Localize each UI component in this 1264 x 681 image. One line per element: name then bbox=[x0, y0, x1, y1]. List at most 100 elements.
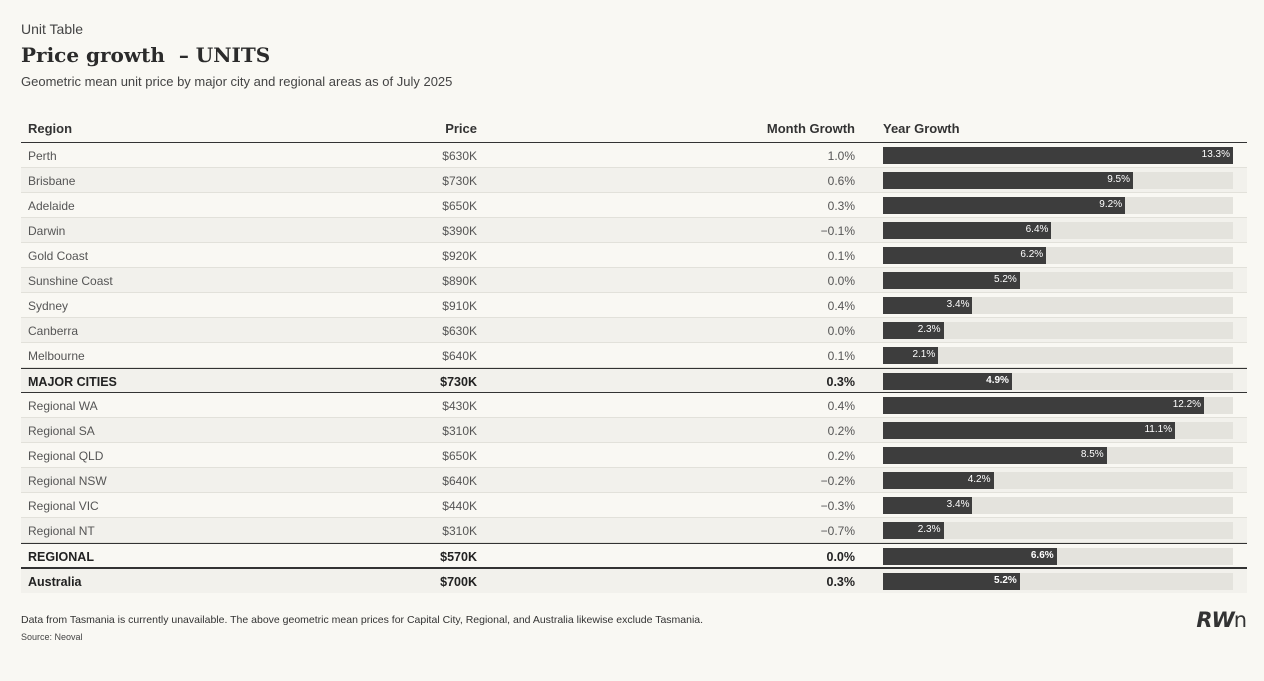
year-growth-bar-track: 2.1% bbox=[883, 347, 1233, 364]
table-row: Regional VIC $440K −0.3% 3.4% bbox=[21, 493, 1247, 518]
year-growth-label: 9.2% bbox=[1099, 199, 1123, 210]
month-growth-cell: −0.2% bbox=[820, 474, 855, 488]
year-growth-bar-track: 2.3% bbox=[883, 522, 1233, 539]
table-row: Gold Coast $920K 0.1% 6.2% bbox=[21, 243, 1247, 268]
year-growth-bar: 3.4% bbox=[883, 497, 973, 514]
year-growth-bar-track: 12.2% bbox=[883, 397, 1233, 414]
year-growth-label: 9.5% bbox=[1107, 174, 1130, 185]
year-growth-label: 2.3% bbox=[917, 524, 941, 535]
month-growth-cell: 0.0% bbox=[827, 274, 855, 288]
year-growth-label: 12.2% bbox=[1172, 399, 1202, 410]
table-body: Perth $630K 1.0% 13.3% Brisbane $730K 0.6% 9.5%… bbox=[21, 143, 1247, 593]
year-growth-label: 4.9% bbox=[986, 375, 1009, 386]
year-growth-label: 5.2% bbox=[994, 575, 1017, 586]
table-row: Adelaide $650K 0.3% 9.2% bbox=[21, 193, 1247, 218]
source-note: Source: Neoval bbox=[21, 632, 83, 642]
price-cell: $640K bbox=[442, 349, 477, 363]
year-growth-bar-track: 5.2% bbox=[883, 272, 1233, 289]
year-growth-bar: 2.1% bbox=[883, 347, 939, 364]
year-growth-bar: 4.2% bbox=[883, 472, 994, 489]
month-growth-cell: 0.4% bbox=[827, 299, 855, 313]
month-growth-cell: 0.3% bbox=[827, 199, 855, 213]
year-growth-bar-track: 6.2% bbox=[883, 247, 1233, 264]
page-subtitle: Geometric mean unit price by major city … bbox=[21, 74, 453, 89]
region-cell: Regional VIC bbox=[28, 499, 99, 513]
price-cell: $730K bbox=[442, 174, 477, 188]
table-row: Sunshine Coast $890K 0.0% 5.2% bbox=[21, 268, 1247, 293]
month-growth-cell: 0.1% bbox=[827, 349, 855, 363]
year-growth-bar-track: 3.4% bbox=[883, 297, 1233, 314]
year-growth-bar: 12.2% bbox=[883, 397, 1205, 414]
region-cell: Sydney bbox=[28, 299, 69, 313]
price-cell: $650K bbox=[442, 449, 477, 463]
year-growth-bar: 11.1% bbox=[883, 422, 1176, 439]
month-growth-cell: 0.6% bbox=[827, 174, 855, 188]
page-title: Price growth – UNITS bbox=[21, 43, 271, 67]
region-cell: Adelaide bbox=[28, 199, 75, 213]
table-row: Regional SA $310K 0.2% 11.1% bbox=[21, 418, 1247, 443]
region-cell: Regional QLD bbox=[28, 449, 104, 463]
year-growth-bar: 6.2% bbox=[883, 247, 1047, 264]
month-growth-cell: 1.0% bbox=[827, 149, 855, 163]
year-growth-label: 13.3% bbox=[1201, 149, 1230, 160]
year-growth-label: 2.3% bbox=[917, 324, 941, 335]
region-cell: Canberra bbox=[28, 324, 79, 338]
year-growth-label: 2.1% bbox=[912, 349, 936, 360]
month-growth-cell: 0.0% bbox=[827, 324, 855, 338]
year-growth-label: 5.2% bbox=[994, 274, 1017, 285]
footer: Data from Tasmania is currently unavaila… bbox=[21, 613, 1021, 643]
logo-text-a: RW bbox=[1196, 608, 1234, 632]
table-row: Darwin $390K −0.1% 6.4% bbox=[21, 218, 1247, 243]
price-cell: $430K bbox=[442, 399, 477, 413]
price-cell: $570K bbox=[440, 550, 477, 564]
price-cell: $730K bbox=[440, 375, 477, 389]
price-cell: $390K bbox=[442, 224, 477, 238]
region-cell: Regional NT bbox=[28, 524, 95, 538]
year-growth-bar-track: 4.9% bbox=[883, 373, 1233, 390]
column-header-year-growth: Year Growth bbox=[883, 121, 960, 136]
price-cell: $650K bbox=[442, 199, 477, 213]
table-row: Canberra $630K 0.0% 2.3% bbox=[21, 318, 1247, 343]
year-growth-bar-track: 13.3% bbox=[883, 147, 1233, 164]
table-row: Regional QLD $650K 0.2% 8.5% bbox=[21, 443, 1247, 468]
table-row-total: MAJOR CITIES $730K 0.3% 4.9% bbox=[21, 368, 1247, 393]
column-header-region: Region bbox=[28, 121, 73, 136]
table-row: Regional NT $310K −0.7% 2.3% bbox=[21, 518, 1247, 543]
price-cell: $440K bbox=[442, 499, 477, 513]
region-cell: Regional NSW bbox=[28, 474, 107, 488]
year-growth-bar-track: 2.3% bbox=[883, 322, 1233, 339]
region-cell: REGIONAL bbox=[28, 550, 94, 564]
month-growth-cell: −0.3% bbox=[820, 499, 855, 513]
year-growth-bar: 6.4% bbox=[883, 222, 1052, 239]
year-growth-bar-track: 5.2% bbox=[883, 573, 1233, 590]
table-row: Regional WA $430K 0.4% 12.2% bbox=[21, 393, 1247, 418]
table-row-total: Australia $700K 0.3% 5.2% bbox=[21, 568, 1247, 593]
column-header-month-growth: Month Growth bbox=[766, 121, 855, 136]
year-growth-bar: 2.3% bbox=[883, 522, 944, 539]
year-growth-bar: 2.3% bbox=[883, 322, 944, 339]
year-growth-bar-track: 6.4% bbox=[883, 222, 1233, 239]
logo-text-b: n bbox=[1233, 608, 1247, 632]
price-cell: $640K bbox=[442, 474, 477, 488]
month-growth-cell: 0.3% bbox=[826, 375, 856, 389]
year-growth-bar: 4.9% bbox=[883, 373, 1012, 390]
rwn-logo: RWn bbox=[1196, 608, 1247, 632]
year-growth-label: 8.5% bbox=[1080, 449, 1104, 460]
price-cell: $310K bbox=[442, 424, 477, 438]
region-cell: Regional SA bbox=[28, 424, 95, 438]
region-cell: MAJOR CITIES bbox=[28, 375, 117, 389]
year-growth-bar-track: 6.6% bbox=[883, 548, 1233, 565]
month-growth-cell: 0.4% bbox=[827, 399, 855, 413]
price-cell: $920K bbox=[442, 249, 477, 263]
year-growth-label: 11.1% bbox=[1144, 424, 1173, 435]
price-growth-table: Region Price Month Growth Year Growth Pe… bbox=[21, 117, 1247, 593]
price-cell: $700K bbox=[440, 575, 477, 589]
year-growth-bar-track: 11.1% bbox=[883, 422, 1233, 439]
table-header: Region Price Month Growth Year Growth bbox=[21, 117, 1247, 143]
region-cell: Perth bbox=[28, 149, 57, 163]
year-growth-bar-track: 4.2% bbox=[883, 472, 1233, 489]
year-growth-label: 4.2% bbox=[967, 474, 991, 485]
year-growth-bar: 3.4% bbox=[883, 297, 973, 314]
month-growth-cell: −0.1% bbox=[820, 224, 855, 238]
table-row: Sydney $910K 0.4% 3.4% bbox=[21, 293, 1247, 318]
